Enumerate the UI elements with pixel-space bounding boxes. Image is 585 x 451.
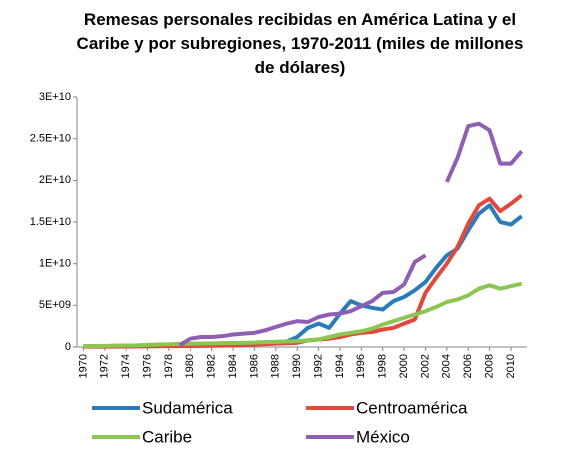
x-tick-label: 2004 [441, 354, 453, 378]
x-tick-label: 1978 [163, 354, 175, 378]
y-tick-label: 2.5E+10 [30, 133, 71, 145]
series-line [83, 203, 523, 349]
y-tick-label: 0 [65, 341, 71, 353]
x-tick-label: 2008 [483, 354, 495, 378]
series-line [83, 281, 523, 349]
legend-label: México [356, 427, 410, 446]
x-tick-label: 1976 [141, 354, 153, 378]
x-tick-label: 1998 [377, 354, 389, 378]
x-tick-label: 1982 [206, 354, 218, 378]
x-tick-label: 1988 [270, 354, 282, 378]
x-tick-label: 1992 [312, 354, 324, 378]
series-line [178, 121, 524, 348]
x-tick-label: 2010 [505, 354, 517, 378]
x-tick-label: 1980 [184, 354, 196, 378]
x-tick-label: 1990 [291, 354, 303, 378]
x-tick-label: 2002 [419, 354, 431, 378]
y-tick-label: 1E+10 [39, 258, 71, 270]
y-tick-label: 3E+10 [39, 91, 71, 103]
legend-label: Sudamérica [142, 398, 233, 417]
x-tick-label: 1996 [355, 354, 367, 378]
chart-title: Remesas personales recibidas en América … [76, 10, 524, 77]
x-tick-label: 2006 [462, 354, 474, 378]
y-tick-label: 2E+10 [39, 174, 71, 186]
y-tick-label: 5E+09 [39, 299, 71, 311]
x-tick-label: 1972 [99, 354, 111, 378]
legend-label: Centroamérica [356, 398, 468, 417]
legend-label: Caribe [142, 427, 192, 446]
x-tick-label: 2000 [398, 354, 410, 378]
x-tick-label: 1994 [334, 354, 346, 378]
x-tick-label: 1970 [77, 354, 89, 378]
series-line [83, 193, 523, 349]
x-tick-label: 1984 [227, 354, 239, 378]
x-tick-label: 1986 [248, 354, 260, 378]
y-tick-label: 1.5E+10 [30, 216, 71, 228]
x-tick-label: 1974 [120, 354, 132, 378]
